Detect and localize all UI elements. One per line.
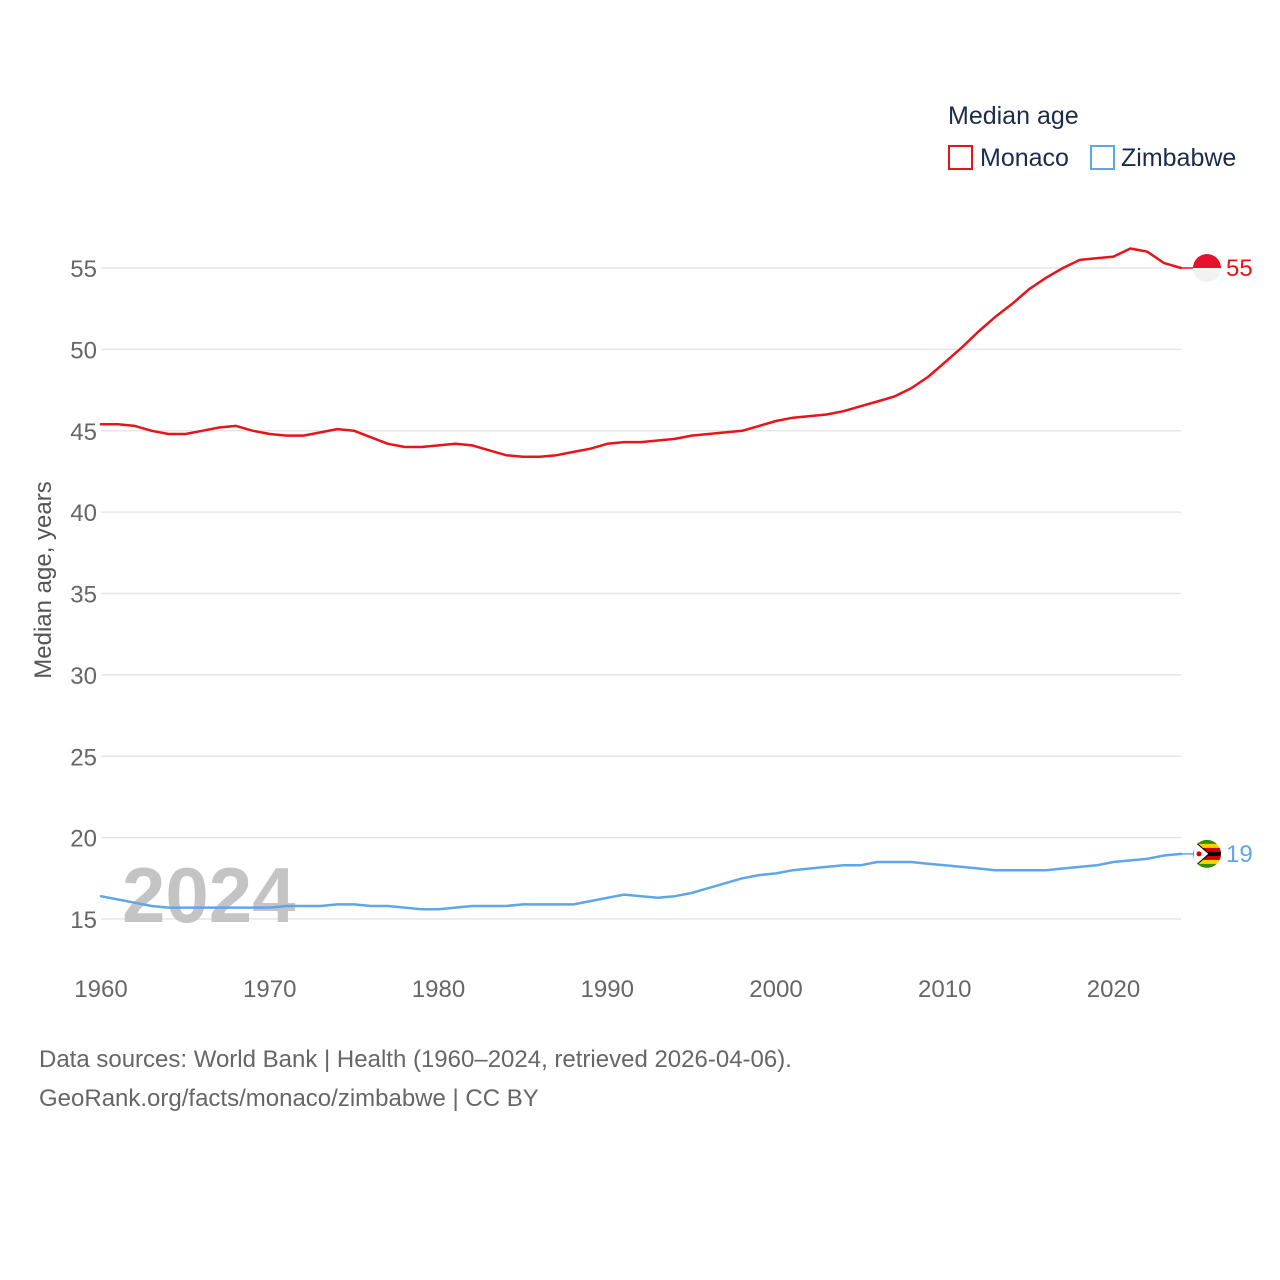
monaco-end-value-label: 55 [1226,255,1253,282]
zimbabwe-flag-icon [1193,839,1221,868]
line-chart: 15 20 25 30 35 40 45 50 55 1960 1970 1980 1990 2000 2… [30,102,1253,1003]
legend-swatch-monaco [948,145,973,170]
gridlines [101,267,1181,920]
x-axis-ticks: 1960 1970 1980 1990 2000 2010 2020 [74,976,1140,1003]
x-tick-label-1980: 1980 [412,976,465,1003]
legend-item-zimbabwe[interactable]: Zimbabwe [1090,144,1236,172]
y-tick-label-35: 35 [70,582,97,609]
y-tick-label-30: 30 [70,663,97,690]
y-tick-label-50: 50 [70,337,97,364]
y-tick-label-45: 45 [70,419,97,446]
year-watermark: 2024 [122,851,296,939]
monaco-flag-icon [1193,254,1221,282]
x-tick-label-2020: 2020 [1087,976,1140,1003]
x-tick-label-2010: 2010 [918,976,971,1003]
x-tick-label-1990: 1990 [581,976,634,1003]
y-tick-label-25: 25 [70,744,97,771]
zimbabwe-end-value-label: 19 [1226,841,1253,868]
y-tick-label-20: 20 [70,826,97,853]
legend-swatch-zimbabwe [1090,145,1115,170]
series-end-markers: 55 19 [1181,254,1253,868]
legend: Median age Monaco Zimbabwe [948,102,1236,172]
license-note: GeoRank.org/facts/monaco/zimbabwe | CC B… [39,1085,539,1112]
x-tick-label-1970: 1970 [243,976,296,1003]
legend-label-zimbabwe: Zimbabwe [1121,144,1236,172]
series-lines [99,247,1183,911]
series-line-zimbabwe [99,852,1183,911]
series-line-monaco [99,247,1183,459]
x-tick-label-1960: 1960 [74,976,127,1003]
y-tick-label-15: 15 [70,907,97,934]
y-tick-label-55: 55 [70,256,97,283]
y-axis-label: Median age, years [30,481,57,678]
legend-title: Median age [948,102,1079,130]
data-source-note: Data sources: World Bank | Health (1960–… [39,1046,792,1073]
y-tick-label-40: 40 [70,500,97,527]
x-tick-label-2000: 2000 [749,976,802,1003]
y-axis-ticks: 15 20 25 30 35 40 45 50 55 [70,256,97,934]
legend-item-monaco[interactable]: Monaco [948,144,1069,172]
legend-label-monaco: Monaco [980,144,1069,172]
